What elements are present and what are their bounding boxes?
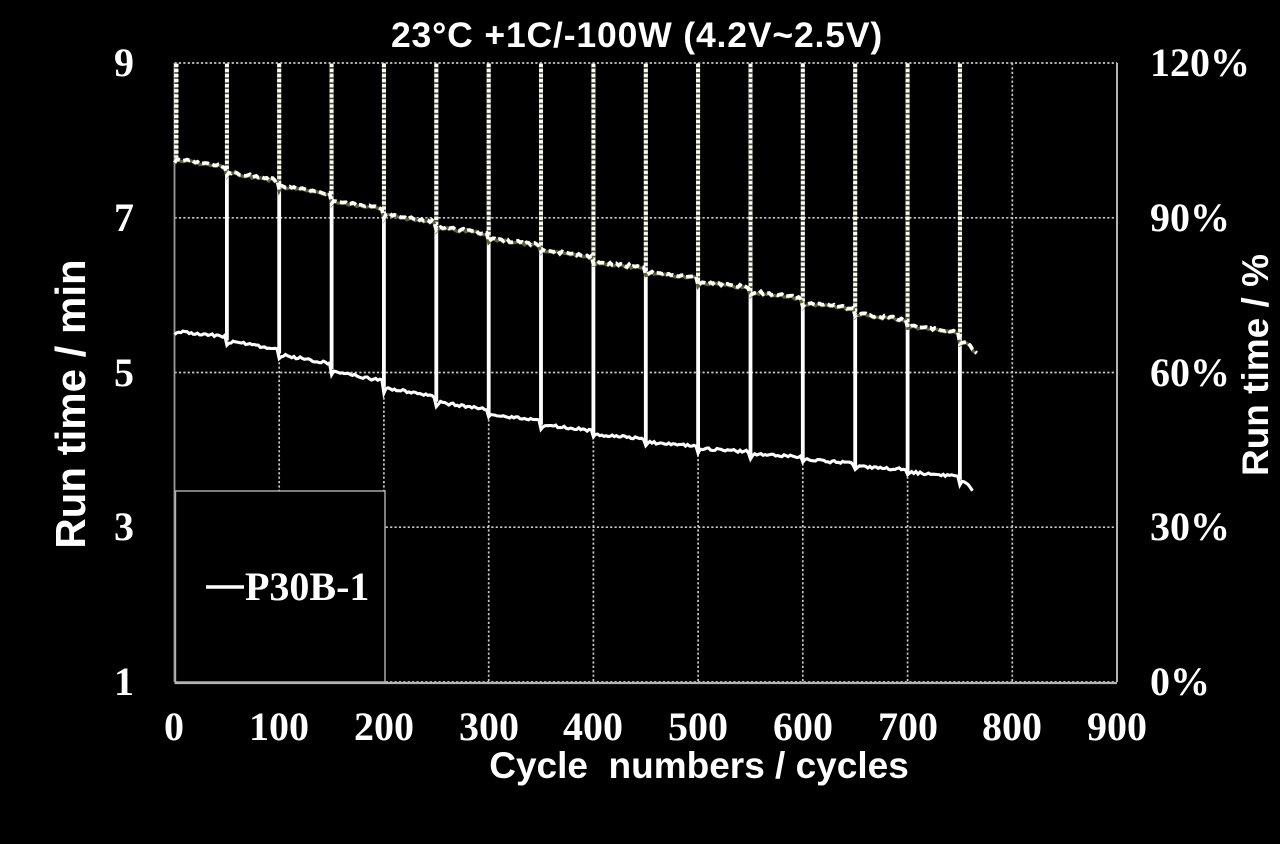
svg-text:500: 500 (668, 704, 728, 749)
svg-text:0%: 0% (1150, 659, 1210, 704)
svg-text:1: 1 (114, 659, 134, 704)
svg-text:400: 400 (563, 704, 623, 749)
svg-text:Cycle numbers / cycles: Cycle numbers / cycles (489, 745, 909, 786)
svg-text:200: 200 (354, 704, 414, 749)
svg-text:5: 5 (114, 350, 134, 395)
svg-text:7: 7 (114, 195, 134, 240)
svg-text:700: 700 (878, 704, 938, 749)
svg-text:60%: 60% (1150, 350, 1230, 395)
svg-text:Run time / %: Run time / % (1235, 254, 1276, 476)
svg-text:90%: 90% (1150, 195, 1230, 240)
svg-text:0: 0 (164, 704, 184, 749)
svg-text:300: 300 (459, 704, 519, 749)
svg-text:Run time / min: Run time / min (47, 259, 94, 548)
svg-text:600: 600 (773, 704, 833, 749)
svg-text:3: 3 (114, 504, 134, 549)
svg-text:120%: 120% (1150, 40, 1250, 85)
svg-text:23°C +1C/-100W (4.2V~2.5V): 23°C +1C/-100W (4.2V~2.5V) (391, 15, 883, 55)
svg-text:800: 800 (982, 704, 1042, 749)
svg-text:9: 9 (114, 40, 134, 85)
svg-text:P30B-1: P30B-1 (245, 564, 369, 609)
svg-text:100: 100 (249, 704, 309, 749)
svg-text:30%: 30% (1150, 504, 1230, 549)
svg-text:900: 900 (1087, 704, 1147, 749)
